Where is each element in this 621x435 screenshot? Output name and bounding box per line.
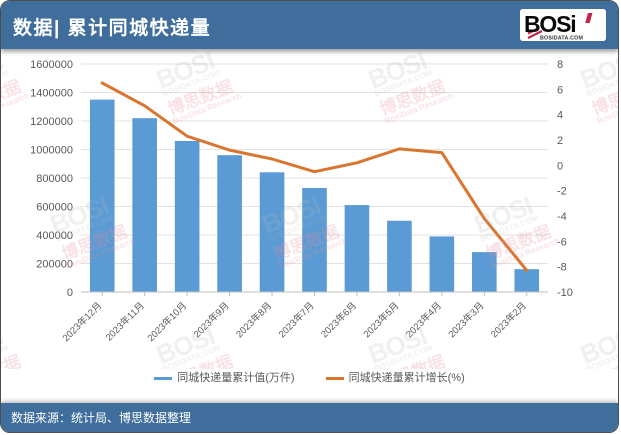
svg-text:-6: -6 — [557, 236, 567, 248]
svg-text:2023年9月: 2023年9月 — [191, 300, 232, 341]
svg-text:800000: 800000 — [36, 173, 73, 185]
svg-text:0: 0 — [67, 287, 73, 299]
svg-text:4: 4 — [557, 110, 563, 122]
svg-text:2023年7月: 2023年7月 — [276, 300, 317, 341]
svg-text:BOSIDATA.COM: BOSIDATA.COM — [540, 36, 583, 42]
svg-text:600000: 600000 — [36, 202, 73, 214]
svg-text:BOSi: BOSi — [524, 11, 575, 37]
svg-text:2: 2 — [557, 135, 563, 147]
svg-text:2023年4月: 2023年4月 — [403, 300, 444, 341]
svg-text:-4: -4 — [557, 211, 567, 223]
svg-text:1200000: 1200000 — [30, 116, 73, 128]
svg-text:400000: 400000 — [36, 230, 73, 242]
svg-text:2023年2月: 2023年2月 — [488, 300, 529, 341]
svg-text:200000: 200000 — [36, 259, 73, 271]
svg-text:-2: -2 — [557, 186, 567, 198]
svg-text:2023年3月: 2023年3月 — [446, 300, 487, 341]
svg-text:-8: -8 — [557, 262, 567, 274]
svg-text:2023年11月: 2023年11月 — [103, 300, 147, 344]
svg-text:1000000: 1000000 — [30, 145, 73, 157]
svg-text:2023年6月: 2023年6月 — [318, 300, 359, 341]
svg-text:2023年12月: 2023年12月 — [60, 300, 104, 344]
svg-text:2023年10月: 2023年10月 — [145, 300, 189, 344]
svg-text:2023年8月: 2023年8月 — [234, 300, 275, 341]
svg-text:6: 6 — [557, 84, 563, 96]
svg-text:1400000: 1400000 — [30, 88, 73, 100]
svg-text:-10: -10 — [557, 287, 573, 299]
svg-text:8: 8 — [557, 59, 563, 71]
svg-text:0: 0 — [557, 160, 563, 172]
svg-text:2023年5月: 2023年5月 — [361, 300, 402, 341]
svg-text:1600000: 1600000 — [30, 59, 73, 71]
